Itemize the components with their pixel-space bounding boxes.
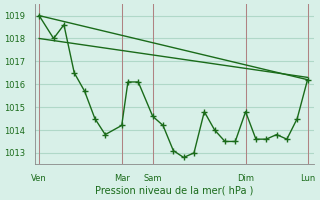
X-axis label: Pression niveau de la mer( hPa ): Pression niveau de la mer( hPa ) [95,186,253,196]
